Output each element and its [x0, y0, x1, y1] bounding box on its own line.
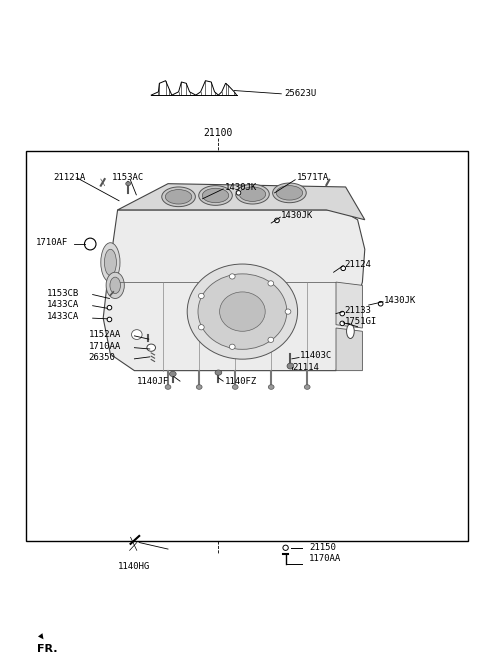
- Ellipse shape: [268, 337, 274, 342]
- Ellipse shape: [110, 277, 120, 294]
- Text: 1710AF: 1710AF: [36, 238, 68, 247]
- Ellipse shape: [340, 321, 345, 325]
- Text: 1140HG: 1140HG: [118, 562, 151, 571]
- Ellipse shape: [232, 384, 238, 390]
- Ellipse shape: [107, 317, 112, 321]
- Text: 21121A: 21121A: [54, 173, 86, 182]
- Text: 1710AA: 1710AA: [89, 342, 121, 351]
- Ellipse shape: [236, 191, 241, 195]
- Text: 1140FZ: 1140FZ: [225, 377, 257, 386]
- Text: 21114: 21114: [293, 363, 320, 372]
- Text: 1433CA: 1433CA: [47, 300, 79, 309]
- Text: 1152AA: 1152AA: [89, 330, 121, 339]
- Ellipse shape: [229, 344, 235, 350]
- Ellipse shape: [187, 264, 298, 359]
- Text: 1751GI: 1751GI: [345, 317, 377, 326]
- Ellipse shape: [341, 266, 346, 270]
- Ellipse shape: [240, 187, 266, 201]
- Ellipse shape: [268, 281, 274, 286]
- Text: 1433CA: 1433CA: [47, 312, 79, 321]
- Text: 25623U: 25623U: [284, 89, 316, 98]
- Ellipse shape: [126, 182, 131, 186]
- Text: 21100: 21100: [204, 127, 233, 138]
- Ellipse shape: [169, 371, 176, 377]
- Ellipse shape: [132, 329, 142, 340]
- Ellipse shape: [215, 370, 222, 375]
- Ellipse shape: [105, 249, 117, 276]
- Ellipse shape: [196, 384, 202, 390]
- Ellipse shape: [198, 325, 204, 330]
- Ellipse shape: [268, 384, 274, 390]
- Ellipse shape: [165, 384, 171, 390]
- Text: 1430JK: 1430JK: [384, 296, 416, 305]
- Ellipse shape: [378, 301, 383, 306]
- Ellipse shape: [101, 243, 120, 282]
- Polygon shape: [118, 184, 365, 220]
- Ellipse shape: [275, 218, 279, 222]
- Text: 1430JK: 1430JK: [281, 211, 313, 220]
- Ellipse shape: [229, 274, 235, 279]
- Ellipse shape: [276, 186, 302, 200]
- Text: 1571TA: 1571TA: [297, 173, 329, 182]
- Ellipse shape: [287, 363, 294, 369]
- Ellipse shape: [165, 190, 192, 204]
- Ellipse shape: [236, 184, 269, 204]
- Ellipse shape: [283, 545, 288, 550]
- Ellipse shape: [147, 344, 156, 352]
- Ellipse shape: [203, 188, 228, 203]
- Text: 21133: 21133: [345, 306, 372, 315]
- Ellipse shape: [198, 293, 204, 298]
- Polygon shape: [103, 210, 365, 371]
- Text: 1153AC: 1153AC: [111, 173, 144, 182]
- Text: 1430JK: 1430JK: [225, 183, 257, 192]
- Ellipse shape: [198, 274, 287, 349]
- Text: 21150: 21150: [309, 543, 336, 552]
- Ellipse shape: [84, 238, 96, 250]
- Text: 26350: 26350: [89, 353, 116, 362]
- Ellipse shape: [107, 306, 112, 310]
- Text: 1170AA: 1170AA: [309, 554, 341, 564]
- Text: 11403C: 11403C: [300, 351, 332, 360]
- Ellipse shape: [162, 187, 195, 207]
- Text: 1140JF: 1140JF: [137, 377, 169, 386]
- Text: 21124: 21124: [345, 260, 372, 269]
- Ellipse shape: [106, 272, 124, 298]
- Ellipse shape: [273, 183, 306, 203]
- Bar: [26, 151, 468, 541]
- Text: 1153CB: 1153CB: [47, 289, 79, 298]
- Ellipse shape: [285, 309, 291, 314]
- Ellipse shape: [340, 311, 345, 316]
- Ellipse shape: [219, 292, 265, 331]
- Ellipse shape: [347, 324, 354, 338]
- Polygon shape: [336, 328, 362, 371]
- Ellipse shape: [304, 384, 310, 390]
- Ellipse shape: [199, 186, 232, 205]
- Text: FR.: FR.: [37, 644, 58, 654]
- Polygon shape: [336, 282, 362, 328]
